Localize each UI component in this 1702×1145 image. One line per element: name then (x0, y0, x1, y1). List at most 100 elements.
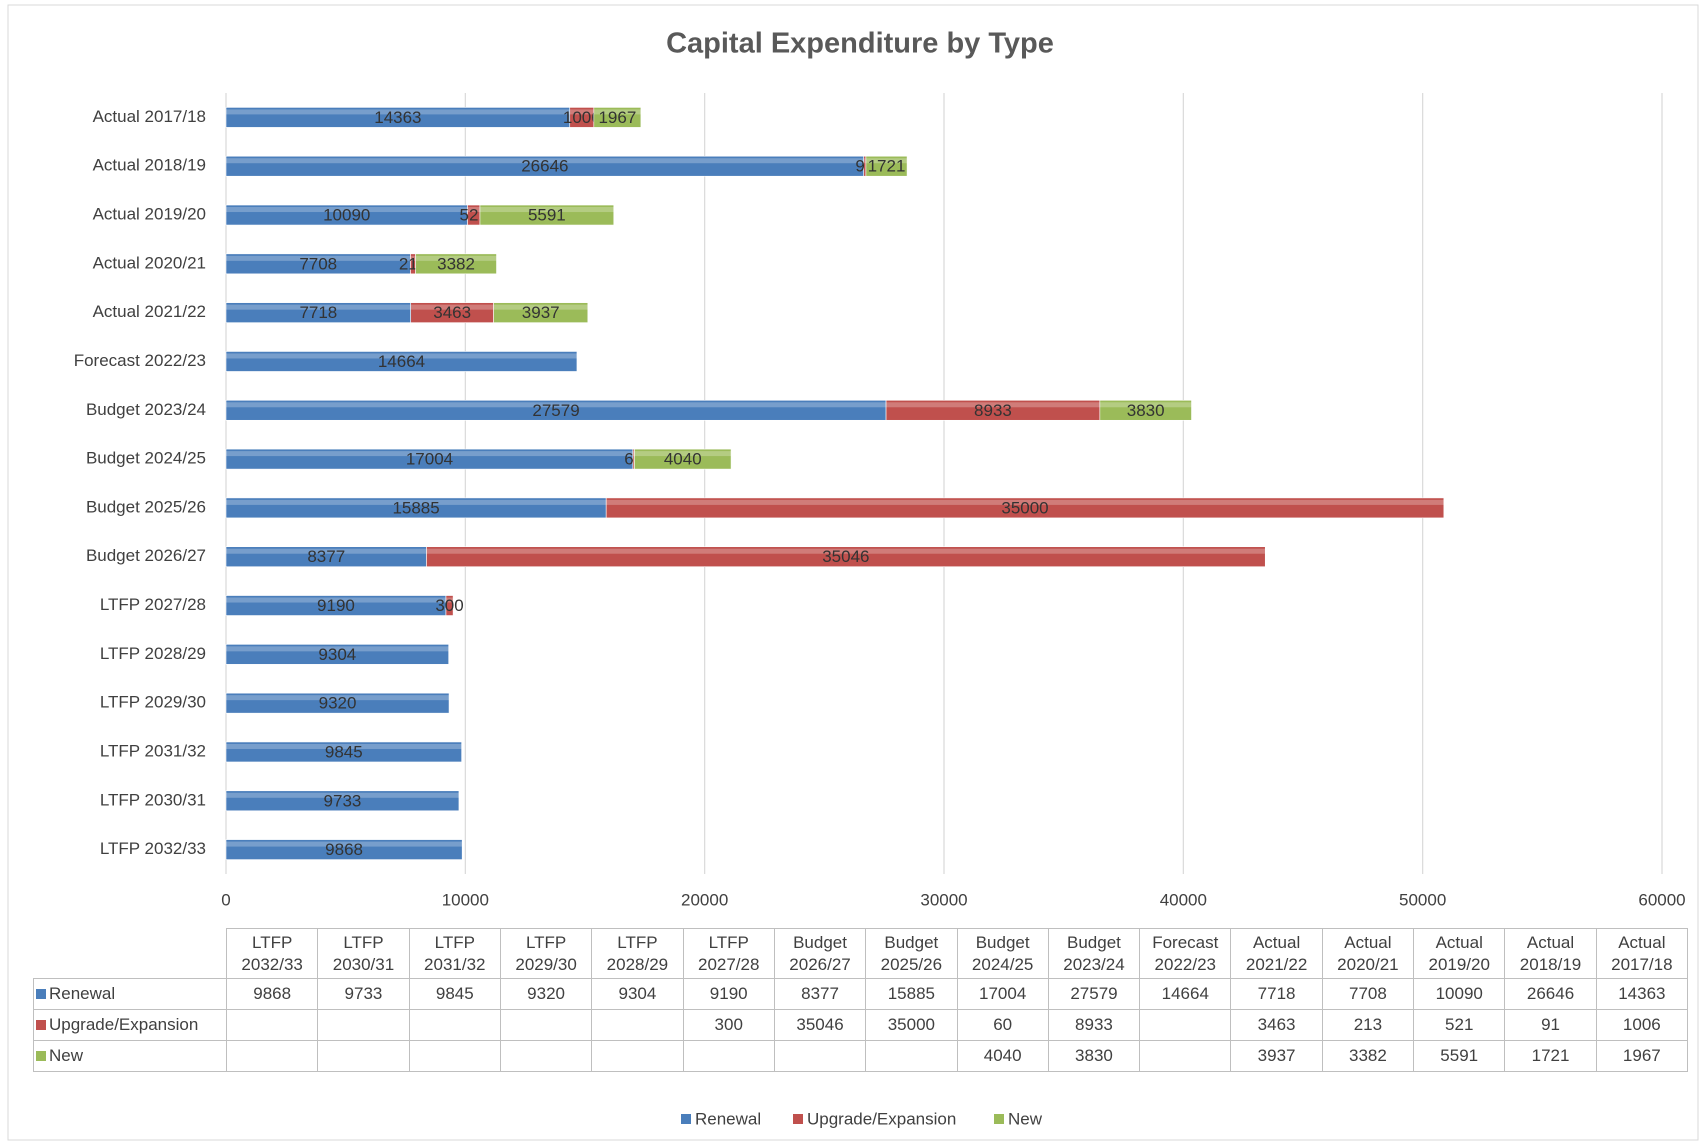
data-label: 9845 (325, 742, 363, 761)
table-cell: 3382 (1321, 1040, 1415, 1072)
table-cell (408, 1040, 501, 1072)
data-label: 1006 (563, 108, 601, 127)
table-cell: 14363 (1595, 978, 1689, 1010)
y-tick-label: Forecast 2022/23 (74, 351, 206, 370)
table-cell (317, 1040, 410, 1072)
bar-highlight (493, 304, 588, 310)
bar-highlight (445, 597, 454, 603)
bar-highlight (226, 353, 577, 359)
table-cell (317, 1009, 410, 1041)
table-cell: 91 (1504, 1009, 1597, 1041)
header-cell: Budget 2026/27 (773, 928, 867, 979)
legend-label: New (1008, 1109, 1043, 1128)
row-label: Upgrade/Expansion (33, 1009, 227, 1041)
row-label-text: Renewal (49, 984, 116, 1003)
table-cell: 9733 (317, 978, 410, 1010)
bar-highlight (1099, 402, 1192, 408)
row-label-text: Upgrade/Expansion (49, 1015, 199, 1034)
y-tick-label: Actual 2017/18 (93, 107, 206, 126)
header-cell: Budget 2025/26 (865, 928, 958, 979)
bar-segment (225, 741, 462, 763)
data-label: 14664 (378, 352, 425, 371)
table-cell: 35000 (865, 1009, 958, 1041)
legend-swatch (36, 989, 46, 999)
data-label: 9304 (318, 645, 356, 664)
bar-highlight (415, 255, 497, 261)
table-cell: 14664 (1139, 978, 1232, 1010)
bar-highlight (226, 743, 462, 749)
table-row: Upgrade/Expansion 300 35046 35000 60 8933 3463… (33, 1009, 1689, 1041)
data-label: 35000 (1001, 498, 1048, 517)
bar-highlight (226, 207, 468, 213)
table-cell: 5591 (1413, 1040, 1506, 1072)
bar-segment (593, 107, 642, 128)
bar-segment (225, 644, 449, 665)
table-cell: 3463 (1230, 1009, 1323, 1041)
bar-highlight (226, 109, 570, 115)
table-cell: 26646 (1504, 978, 1597, 1010)
table-cell (225, 1040, 319, 1072)
data-label: 8933 (974, 401, 1012, 420)
table-cell: 521 (1413, 1009, 1506, 1041)
data-label: 7708 (299, 254, 337, 273)
header-cell: Actual 2019/20 (1413, 928, 1506, 979)
table-header-row: LTFP 2032/33 LTFP 2030/31 LTFP 2031/32 LTFP… (33, 928, 1689, 979)
table-cell: 9190 (682, 978, 775, 1010)
bar-highlight (226, 499, 607, 505)
bar-highlight (226, 646, 449, 652)
table-cell (865, 1040, 958, 1072)
bar-segment (415, 253, 497, 275)
bar-segment (479, 204, 615, 226)
y-tick-label: Budget 2023/24 (86, 400, 206, 419)
bar-segment (225, 790, 460, 812)
x-tick-label: 20000 (681, 890, 728, 909)
data-label: 14363 (374, 108, 421, 127)
corner-cell (33, 928, 227, 979)
bar-segment (493, 302, 589, 323)
data-label: 8377 (307, 547, 345, 566)
bar-highlight (569, 109, 594, 115)
legend-swatch (681, 1114, 691, 1124)
data-label: 3382 (437, 254, 475, 273)
table-cell: 9304 (591, 978, 684, 1010)
header-cell: LTFP 2029/30 (499, 928, 593, 979)
row-label: New (33, 1040, 227, 1072)
table-cell: 213 (1321, 1009, 1415, 1041)
y-tick-label: Budget 2025/26 (86, 497, 206, 516)
data-label: 17004 (406, 450, 453, 469)
table-cell (1139, 1040, 1232, 1072)
header-cell: LTFP 2030/31 (317, 928, 410, 979)
table-cell: 8933 (1047, 1009, 1141, 1041)
table-cell: 15885 (865, 978, 958, 1010)
table-cell (499, 1009, 593, 1041)
bar-highlight (226, 255, 411, 261)
x-tick-label: 10000 (442, 890, 489, 909)
bar-segment (445, 595, 454, 616)
data-label: 9320 (319, 694, 357, 713)
row-label-text: New (49, 1046, 84, 1065)
data-label: 3463 (433, 303, 471, 322)
bar-segment (865, 155, 908, 177)
x-tick-label: 30000 (920, 890, 967, 909)
table-cell (225, 1009, 319, 1041)
legend-swatch (36, 1051, 46, 1061)
row-label: Renewal (33, 978, 227, 1010)
legend-swatch (36, 1020, 46, 1030)
bar-highlight (863, 158, 866, 164)
data-label: 4040 (664, 450, 702, 469)
table-cell (773, 1040, 867, 1072)
bar-highlight (226, 548, 427, 554)
table-row: Renewal 9868 9733 9845 9320 9304 9190 8377 15885… (33, 978, 1689, 1010)
bar-highlight (226, 158, 864, 164)
table-cell: 60 (956, 1009, 1049, 1041)
table-cell: 35046 (773, 1009, 867, 1041)
bar-highlight (634, 451, 732, 457)
header-cell: Forecast 2022/23 (1139, 928, 1232, 979)
bar-highlight (886, 402, 1100, 408)
header-cell: LTFP 2028/29 (591, 928, 684, 979)
bar-highlight (426, 548, 1266, 554)
table-cell (591, 1009, 684, 1041)
data-table: LTFP 2032/33 LTFP 2030/31 LTFP 2031/32 LTFP… (33, 928, 1689, 1072)
